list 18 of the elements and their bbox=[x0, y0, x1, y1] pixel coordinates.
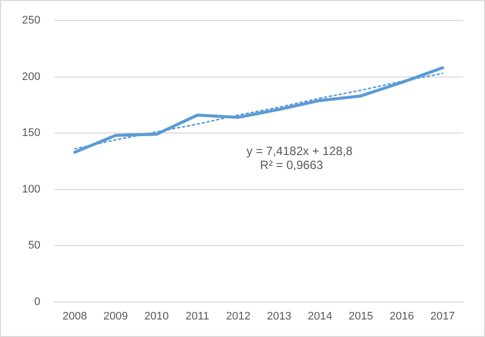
x-tick-label: 2012 bbox=[226, 310, 250, 322]
x-tick-label: 2015 bbox=[348, 310, 374, 322]
y-tick-label: 200 bbox=[22, 70, 40, 83]
y-tick-label: 100 bbox=[22, 183, 40, 196]
y-tick-label: 250 bbox=[22, 14, 40, 27]
x-tick-label: 2010 bbox=[144, 310, 169, 322]
y-tick-label: 50 bbox=[28, 240, 40, 252]
x-tick-label: 2008 bbox=[62, 310, 88, 322]
x-tick-label: 2011 bbox=[186, 310, 210, 322]
y-tick-label: 150 bbox=[22, 127, 40, 140]
y-tick-label: 0 bbox=[34, 296, 40, 308]
annotation: R² = 0,9663 bbox=[260, 158, 324, 172]
x-tick-label: 2016 bbox=[389, 310, 414, 322]
x-tick-label: 2014 bbox=[308, 310, 332, 322]
x-tick-label: 2013 bbox=[266, 310, 292, 322]
x-tick-label: 2017 bbox=[430, 310, 455, 322]
annotation: y = 7,4182x + 128,8 bbox=[246, 144, 353, 158]
x-tick-label: 2009 bbox=[103, 310, 128, 322]
